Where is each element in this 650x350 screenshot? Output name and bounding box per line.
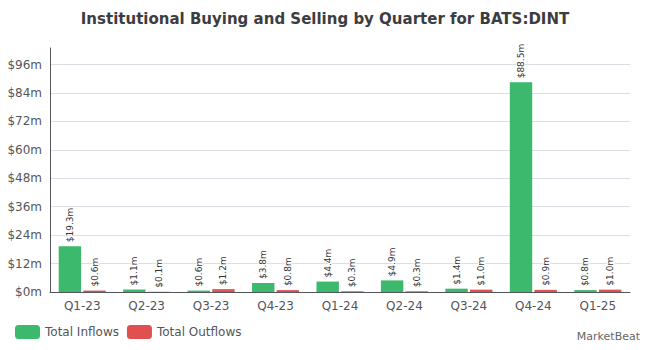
svg-text:Q4-24: Q4-24 <box>515 299 552 313</box>
svg-text:MarketBeat: MarketBeat <box>577 330 641 343</box>
svg-text:$0.8m: $0.8m <box>283 257 293 286</box>
svg-text:$0.1m: $0.1m <box>154 259 164 288</box>
svg-text:$0.3m: $0.3m <box>347 258 357 287</box>
svg-text:$84m: $84m <box>7 86 42 100</box>
svg-text:$19.3m: $19.3m <box>65 208 75 243</box>
svg-text:$4.9m: $4.9m <box>387 248 397 277</box>
svg-text:$1.0m: $1.0m <box>605 257 615 286</box>
svg-text:$48m: $48m <box>7 171 42 185</box>
svg-text:Q4-23: Q4-23 <box>257 299 294 313</box>
svg-text:$72m: $72m <box>7 114 42 128</box>
svg-text:$1.2m: $1.2m <box>218 256 228 285</box>
svg-text:Q1-25: Q1-25 <box>579 299 616 313</box>
svg-text:$1.4m: $1.4m <box>452 256 462 285</box>
svg-text:$60m: $60m <box>7 143 42 157</box>
svg-text:$0.8m: $0.8m <box>580 257 590 286</box>
svg-text:$4.4m: $4.4m <box>323 249 333 278</box>
svg-text:$88.5m: $88.5m <box>516 44 526 79</box>
svg-text:$3.8m: $3.8m <box>258 250 268 279</box>
svg-text:Q2-23: Q2-23 <box>128 299 165 313</box>
svg-text:Q1-23: Q1-23 <box>64 299 101 313</box>
svg-text:$24m: $24m <box>7 228 42 242</box>
svg-text:$0.6m: $0.6m <box>90 258 100 287</box>
svg-text:$1.0m: $1.0m <box>476 257 486 286</box>
svg-text:$36m: $36m <box>7 200 42 214</box>
svg-text:Q3-24: Q3-24 <box>451 299 488 313</box>
svg-text:$0.3m: $0.3m <box>412 258 422 287</box>
svg-text:$0.9m: $0.9m <box>541 257 551 286</box>
svg-text:Q1-24: Q1-24 <box>322 299 359 313</box>
svg-text:Total Outflows: Total Outflows <box>156 325 242 339</box>
svg-text:$12m: $12m <box>7 257 42 271</box>
svg-text:$0m: $0m <box>15 285 42 299</box>
svg-text:Q2-24: Q2-24 <box>386 299 423 313</box>
svg-text:$1.1m: $1.1m <box>129 257 139 286</box>
svg-text:Total Inflows: Total Inflows <box>44 325 119 339</box>
svg-text:$0.6m: $0.6m <box>194 258 204 287</box>
svg-text:Institutional Buying and Selli: Institutional Buying and Selling by Quar… <box>81 10 570 28</box>
svg-text:$96m: $96m <box>7 58 42 72</box>
svg-text:Q3-23: Q3-23 <box>193 299 230 313</box>
